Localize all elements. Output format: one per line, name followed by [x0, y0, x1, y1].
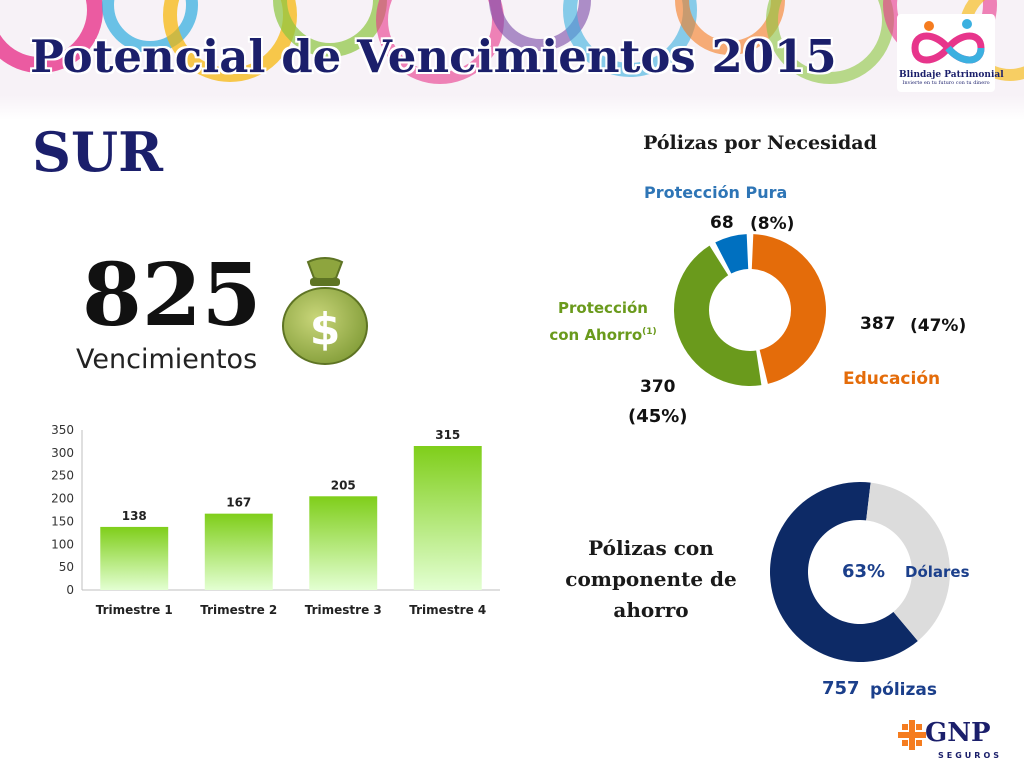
slice-label-proteccion-ahorro: Protección con Ahorro(1): [549, 299, 657, 344]
gnp-brand: GNP: [925, 718, 991, 748]
svg-text:$: $: [310, 304, 341, 355]
bar: [100, 526, 169, 590]
y-tick-label: 50: [59, 560, 74, 574]
bar-data-label: 167: [226, 496, 251, 510]
donut-necesidad-title: Pólizas por Necesidad: [643, 132, 877, 154]
slice-label-educacion: Educación: [843, 369, 941, 389]
x-tick-label: Trimestre 2: [200, 603, 277, 617]
money-bag-icon: $: [282, 257, 368, 365]
slice-value-educacion: 387: [860, 314, 896, 334]
bar: [413, 446, 482, 590]
bar: [204, 513, 273, 590]
gnp-logo-icon: [898, 720, 926, 750]
bar-chart: 0 50 100 150 200 250 300 350 138 167 205 315 Trime…: [51, 423, 500, 617]
slice-value-proteccion-pura: 68: [710, 213, 734, 233]
donut-ahorro: [770, 482, 950, 662]
x-tick-label: Trimestre 3: [305, 603, 382, 617]
y-tick-label: 0: [66, 583, 74, 597]
donut-ahorro-title: Pólizas con componente de ahorro: [565, 536, 737, 622]
x-tick-label: Trimestre 1: [96, 603, 173, 617]
blindaje-logo-text: Blindaje Patrimonial Invierte en tu futu…: [899, 70, 1004, 86]
donut-ahorro-total-label: pólizas: [870, 680, 937, 700]
y-tick-label: 250: [51, 469, 74, 483]
slice-percent-proteccion-ahorro: (45%): [628, 406, 688, 427]
bar: [309, 496, 378, 590]
donut-ahorro-total: 757: [822, 678, 860, 699]
page-title: Potencial de Vencimientos 2015: [30, 30, 837, 83]
donut-slice: [751, 234, 826, 384]
total-value: 825: [82, 245, 262, 346]
gnp-brand-sub: SEGUROS: [938, 751, 1003, 760]
bar-data-label: 315: [435, 428, 460, 442]
bar-data-label: 205: [331, 478, 356, 492]
slice-label-proteccion-pura: Protección Pura: [644, 183, 788, 202]
region-title: SUR: [32, 120, 163, 184]
slice-label-dolares: Dólares: [905, 563, 970, 581]
y-tick-label: 200: [51, 492, 74, 506]
x-tick-label: Trimestre 4: [409, 603, 486, 617]
donut-slice: [674, 245, 762, 386]
header-banner: [0, 0, 1024, 120]
donut-necesidad: [674, 234, 826, 386]
y-tick-label: 100: [51, 537, 74, 551]
bar-data-label: 138: [122, 509, 147, 523]
y-tick-label: 350: [51, 423, 74, 437]
y-tick-label: 300: [51, 446, 74, 460]
slice-percent-dolares: 63%: [842, 561, 886, 582]
slice-value-proteccion-ahorro: 370: [640, 377, 676, 397]
donut-slice: [866, 482, 950, 641]
donut-slice: [770, 482, 918, 662]
blindaje-logo-icon: [911, 19, 985, 64]
y-tick-label: 150: [51, 514, 74, 528]
slice-percent-educacion: (47%): [910, 316, 967, 336]
slice-percent-proteccion-pura: (8%): [750, 214, 795, 234]
total-label: Vencimientos: [76, 344, 258, 375]
donut-slice: [715, 234, 749, 274]
